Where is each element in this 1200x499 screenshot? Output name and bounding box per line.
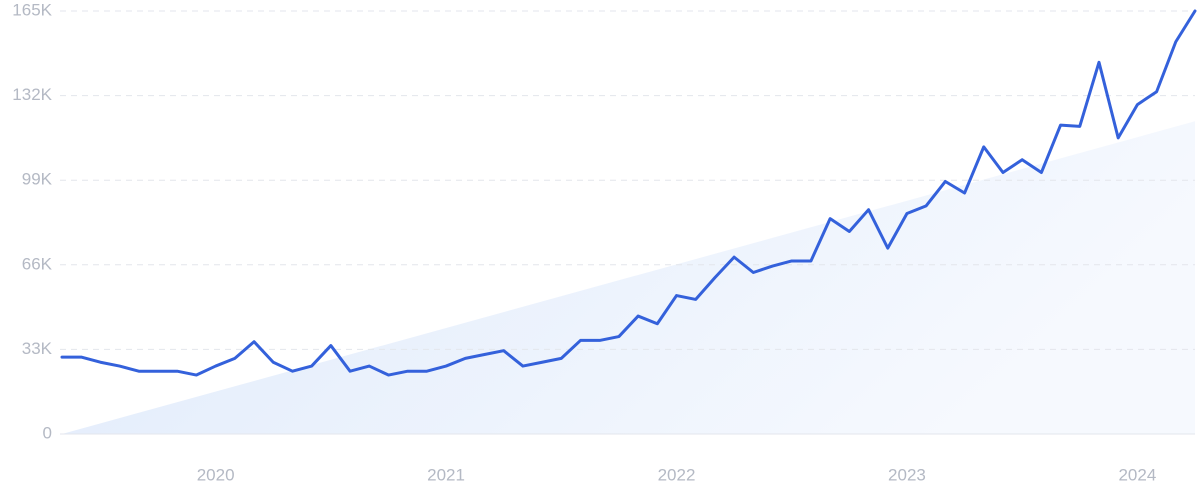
y-tick-label: 165K [12, 0, 52, 19]
y-tick-label: 0 [43, 423, 52, 442]
y-tick-label: 132K [12, 85, 52, 104]
y-tick-label: 33K [22, 339, 53, 358]
x-tick-label: 2021 [427, 465, 465, 484]
trend-area [62, 121, 1195, 435]
line [60, 9, 1197, 377]
x-tick-label: 2023 [888, 465, 926, 484]
y-tick-label: 66K [22, 254, 53, 273]
x-tick-label: 2024 [1118, 465, 1156, 484]
x-tick-label: 2022 [658, 465, 696, 484]
y-tick-label: 99K [22, 170, 53, 189]
x-tick-label: 2020 [197, 465, 235, 484]
